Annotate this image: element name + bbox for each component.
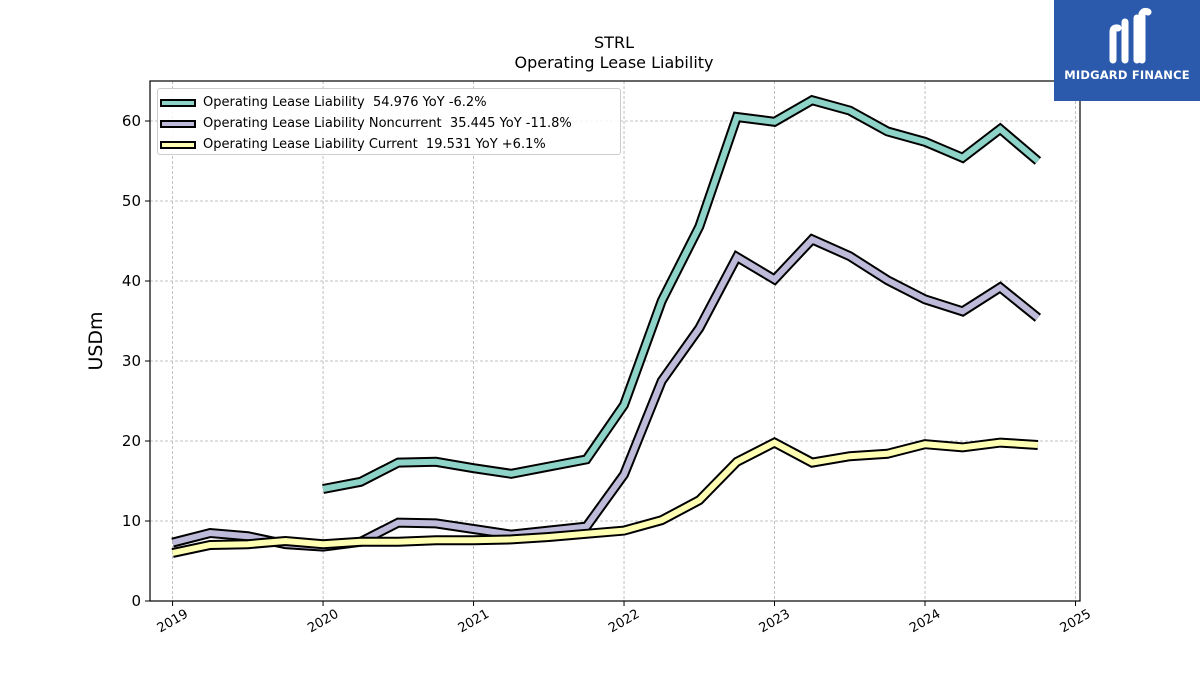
x-tick-label: 2023 (757, 607, 793, 637)
legend-swatch-teal (160, 98, 196, 107)
legend-label: Operating Lease Liability Noncurrent 35.… (203, 116, 572, 131)
legend-item-operating-lease-liability: Operating Lease Liability 54.976 YoY -6.… (158, 92, 620, 113)
x-tick-label: 2022 (606, 607, 642, 637)
y-tick-label: 0 (131, 592, 141, 610)
legend-label: Operating Lease Liability 54.976 YoY -6.… (203, 95, 487, 110)
series-line-2 (171, 439, 1039, 556)
y-tick-label: 60 (122, 112, 141, 130)
y-tick-label: 10 (122, 512, 141, 530)
axes: 0 10 20 30 40 50 60 2019 2020 2021 2022 2023 2024 202… (122, 112, 1094, 636)
chart-title: STRL (594, 33, 634, 52)
legend-item-noncurrent: Operating Lease Liability Noncurrent 35.… (158, 113, 620, 134)
legend-item-current: Operating Lease Liability Current 19.531… (158, 134, 620, 155)
grid (150, 81, 1080, 602)
x-tick-label: 2024 (907, 607, 943, 637)
y-axis-label: USDm (85, 311, 107, 370)
x-tick-label: 2021 (456, 607, 492, 637)
y-tick-label: 20 (122, 432, 141, 450)
series-layer (171, 94, 1042, 558)
x-tick-label: 2019 (155, 607, 191, 637)
brand-logo: MIDGARD FINANCE (1054, 0, 1200, 101)
x-tick-label: 2025 (1058, 607, 1094, 637)
x-tick-label: 2020 (305, 607, 341, 637)
series-line-outline-0 (322, 94, 1042, 494)
y-tick-label: 40 (122, 272, 141, 290)
plot-area-frame (149, 80, 1081, 602)
legend-swatch-lavender (160, 119, 196, 128)
brand-name: MIDGARD FINANCE (1064, 68, 1190, 82)
series-line-0 (322, 96, 1040, 492)
legend-swatch-yellow (160, 140, 196, 149)
y-tick-label: 50 (122, 192, 141, 210)
midgard-logo-icon (1109, 7, 1152, 64)
legend: Operating Lease Liability 54.976 YoY -6.… (157, 88, 621, 155)
legend-label: Operating Lease Liability Current 19.531… (203, 137, 546, 152)
chart-subtitle: Operating Lease Liability (514, 53, 713, 72)
y-tick-label: 30 (122, 352, 141, 370)
